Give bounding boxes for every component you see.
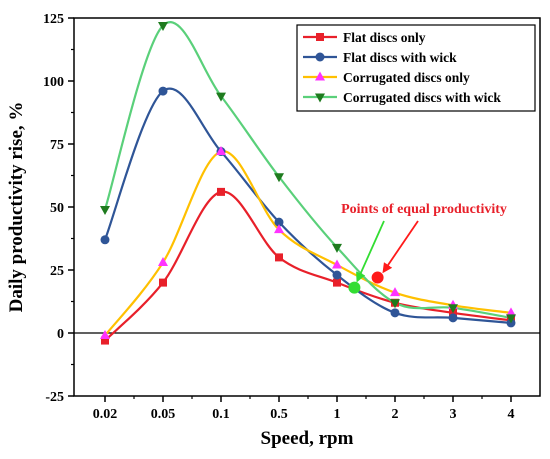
legend-swatch-marker (316, 33, 324, 41)
data-point-series-4 (216, 92, 226, 102)
data-point-series-4 (100, 206, 110, 216)
legend-label: Corrugated discs only (343, 70, 470, 85)
y-axis-title: Daily productivity rise, % (6, 102, 27, 313)
y-tick-label: 75 (50, 138, 64, 153)
x-tick-label: 4 (508, 407, 515, 422)
annotation-text: Points of equal productivity (341, 202, 507, 217)
x-axis-title: Speed, rpm (261, 428, 354, 449)
annotation-arrow (382, 220, 419, 274)
legend-label: Flat discs with wick (343, 50, 457, 65)
data-point-series-3 (100, 330, 110, 340)
x-tick-label: 0.1 (212, 407, 230, 422)
data-point-series-2 (390, 308, 400, 318)
x-tick-label: 2 (392, 407, 399, 422)
data-point-series-1 (159, 278, 167, 287)
data-point-series-4 (448, 304, 458, 314)
data-point-series-4 (390, 299, 400, 309)
data-point-series-1 (333, 278, 341, 287)
y-tick-label: 50 (50, 201, 64, 216)
y-tick-label: -25 (45, 390, 64, 405)
data-point-series-2 (158, 86, 168, 96)
data-point-series-1 (275, 253, 283, 262)
data-point-series-2 (274, 217, 284, 227)
x-tick-label: 0.02 (93, 407, 118, 422)
data-point-series-3 (216, 146, 226, 156)
data-point-series-2 (332, 270, 342, 280)
legend-label: Corrugated discs with wick (343, 90, 501, 105)
annotation-arrow (356, 220, 385, 283)
y-tick-label: 25 (50, 264, 64, 279)
legend-swatch-marker (315, 71, 325, 81)
data-point-series-4 (274, 173, 284, 183)
data-point-series-4 (332, 243, 342, 253)
x-tick-label: 1 (334, 407, 341, 422)
legend-swatch-marker (315, 93, 325, 103)
data-point-series-1 (217, 187, 225, 196)
data-point-series-3 (506, 307, 516, 317)
legend-swatch-marker (315, 52, 325, 62)
data-point-series-2 (448, 313, 458, 323)
x-tick-label: 0.05 (151, 407, 176, 422)
legend-label: Flat discs only (343, 30, 426, 45)
data-point-series-4 (506, 314, 516, 324)
data-point-series-2 (100, 235, 110, 245)
x-tick-label: 0.5 (270, 407, 288, 422)
equal-productivity-point (371, 271, 384, 284)
data-point-series-4 (158, 22, 168, 32)
y-tick-label: 0 (57, 327, 64, 342)
y-tick-label: 100 (43, 75, 64, 90)
data-point-series-3 (274, 224, 284, 234)
y-tick-label: 125 (43, 12, 64, 27)
data-point-series-3 (158, 256, 168, 266)
x-tick-label: 3 (450, 407, 457, 422)
data-point-series-3 (390, 287, 400, 297)
data-point-series-3 (332, 259, 342, 269)
equal-productivity-point (348, 281, 361, 294)
data-point-series-1 (101, 336, 109, 345)
